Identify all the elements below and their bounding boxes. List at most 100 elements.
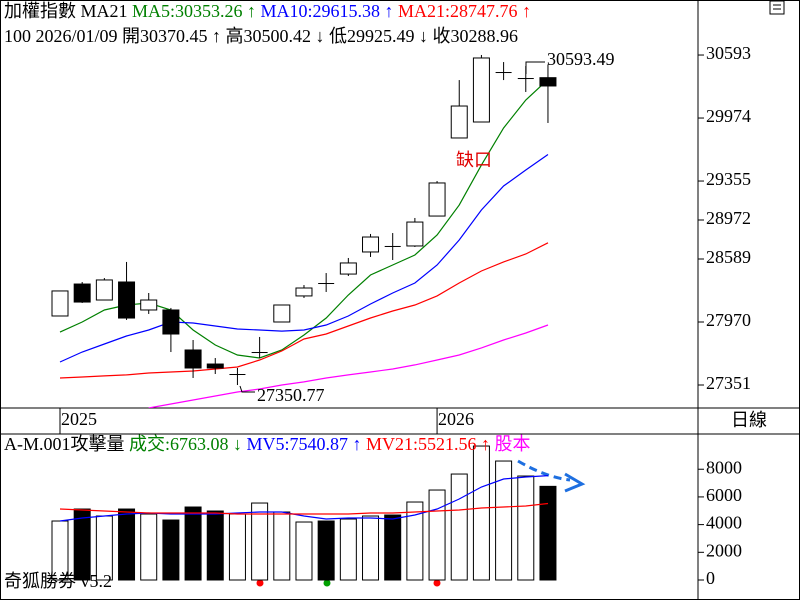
info-text: ↓ xyxy=(316,26,325,46)
candle-body xyxy=(95,279,113,301)
header-text: A-M.001攻擊量 成交:6763.08 ↓ MV5:7540.87 ↑ MV… xyxy=(4,434,531,454)
volume-bar xyxy=(317,520,335,581)
trend-arrow xyxy=(517,459,571,482)
candle-body xyxy=(318,283,335,285)
annotation: 缺口 xyxy=(456,150,492,170)
volume-bar xyxy=(495,460,513,581)
legend-arrow: ↓ xyxy=(233,434,242,454)
annotation: 30593.49 xyxy=(547,49,615,69)
legend-arrow: ↑ xyxy=(353,434,362,454)
legend-arrow: ↑ xyxy=(385,1,394,21)
candle-body xyxy=(229,374,246,376)
volume-bar xyxy=(384,514,402,581)
candle-body xyxy=(162,309,180,335)
legend-entry: MA5:30353.26 xyxy=(132,1,243,21)
volume-bar xyxy=(251,502,269,581)
legend-entry: MA21:28747.76 xyxy=(398,1,518,21)
volume-bar xyxy=(184,506,202,581)
y-tick-label: 28972 xyxy=(706,208,751,228)
window-button[interactable] xyxy=(769,0,785,15)
y-tick-label: 2000 xyxy=(706,540,742,560)
candle-body xyxy=(251,352,268,354)
volume-bar xyxy=(73,508,91,581)
header-text: 100 2026/01/09 開30370.45 ↑ 高30500.42 ↓ 低… xyxy=(4,26,518,46)
candle-body xyxy=(406,221,424,247)
candle-body xyxy=(384,245,401,247)
ma-line xyxy=(59,502,549,515)
info-text: 高30500.42 xyxy=(226,26,312,46)
price-plot xyxy=(51,54,557,408)
legend-entry: 股本 xyxy=(495,434,531,454)
trend-arrow-head xyxy=(564,472,586,493)
candle-body xyxy=(495,72,512,74)
annotation-leader xyxy=(525,61,545,74)
volume-bar xyxy=(517,475,535,581)
y-tick-label: 0 xyxy=(706,568,715,588)
candle-body xyxy=(362,236,380,253)
volume-bar xyxy=(206,510,224,581)
info-text: ↓ xyxy=(419,26,428,46)
candle-body xyxy=(140,299,158,311)
legend-entry: MV21:5521.56 xyxy=(366,434,477,454)
legend-entry: MA10:29615.38 xyxy=(261,1,381,21)
info-text: ↑ xyxy=(212,26,221,46)
y-tick-label: 27970 xyxy=(706,310,751,330)
candle-body xyxy=(118,281,136,319)
ma-line xyxy=(59,475,549,522)
info-text: 收30288.96 xyxy=(433,26,519,46)
header-title: 加權指數 MA21 xyxy=(4,1,128,21)
legend-arrow: ↑ xyxy=(247,1,256,21)
info-text: 100 2026/01/09 xyxy=(4,26,118,46)
legend-entry: 成交:6763.08 xyxy=(129,434,229,454)
legend-arrow: ↑ xyxy=(522,1,531,21)
candle-body xyxy=(428,182,446,217)
candle-body xyxy=(206,363,224,369)
y-tick-label: 29974 xyxy=(706,106,751,126)
ma-line xyxy=(148,324,549,408)
y-tick-label: 8000 xyxy=(706,457,742,477)
header-text: 加權指數 MA21 MA5:30353.26 ↑ MA10:29615.38 ↑… xyxy=(4,1,531,21)
volume-bar xyxy=(140,513,158,581)
candle-body xyxy=(339,262,357,275)
candle-body xyxy=(450,105,468,139)
y-tick-label: 28589 xyxy=(706,247,751,267)
candle-body xyxy=(295,287,313,297)
y-tick-label: 29355 xyxy=(706,169,751,189)
candle-body xyxy=(73,283,91,303)
y-tick-label: 27351 xyxy=(706,373,751,393)
info-text: 開30370.45 xyxy=(122,26,208,46)
volume-bar xyxy=(273,511,291,581)
volume-bar xyxy=(406,501,424,581)
y-tick-label: 4000 xyxy=(706,513,742,533)
candle-body xyxy=(539,77,557,87)
x-tick-label: 2025 xyxy=(61,409,97,429)
y-tick-label: 6000 xyxy=(706,485,742,505)
candle-body xyxy=(184,349,202,369)
header-title: A-M.001攻擊量 xyxy=(4,434,125,454)
volume-bar xyxy=(428,489,446,581)
volume-bar xyxy=(472,445,490,581)
annotation-leader xyxy=(239,385,255,393)
y-tick-label: 30593 xyxy=(706,43,751,63)
volume-bar xyxy=(339,518,357,581)
candle-body xyxy=(273,304,291,323)
ma-line xyxy=(59,242,549,379)
annotation: 27350.77 xyxy=(257,385,325,405)
candle-body xyxy=(51,290,69,317)
volume-bar xyxy=(51,520,69,581)
x-tick-label: 2026 xyxy=(438,409,474,429)
volume-bar xyxy=(362,515,380,581)
footer: 奇狐勝券 v5.2 xyxy=(4,571,112,591)
volume-bar xyxy=(162,519,180,581)
period-label: 日線 xyxy=(731,410,767,430)
legend-entry: MV5:7540.87 xyxy=(247,434,349,454)
volume-bar xyxy=(228,513,246,581)
volume-bar xyxy=(295,521,313,581)
volume-bar xyxy=(450,473,468,581)
volume-bar xyxy=(118,508,136,581)
volume-bar xyxy=(539,485,557,581)
ma-line xyxy=(59,154,549,363)
legend-arrow: ↑ xyxy=(481,434,490,454)
